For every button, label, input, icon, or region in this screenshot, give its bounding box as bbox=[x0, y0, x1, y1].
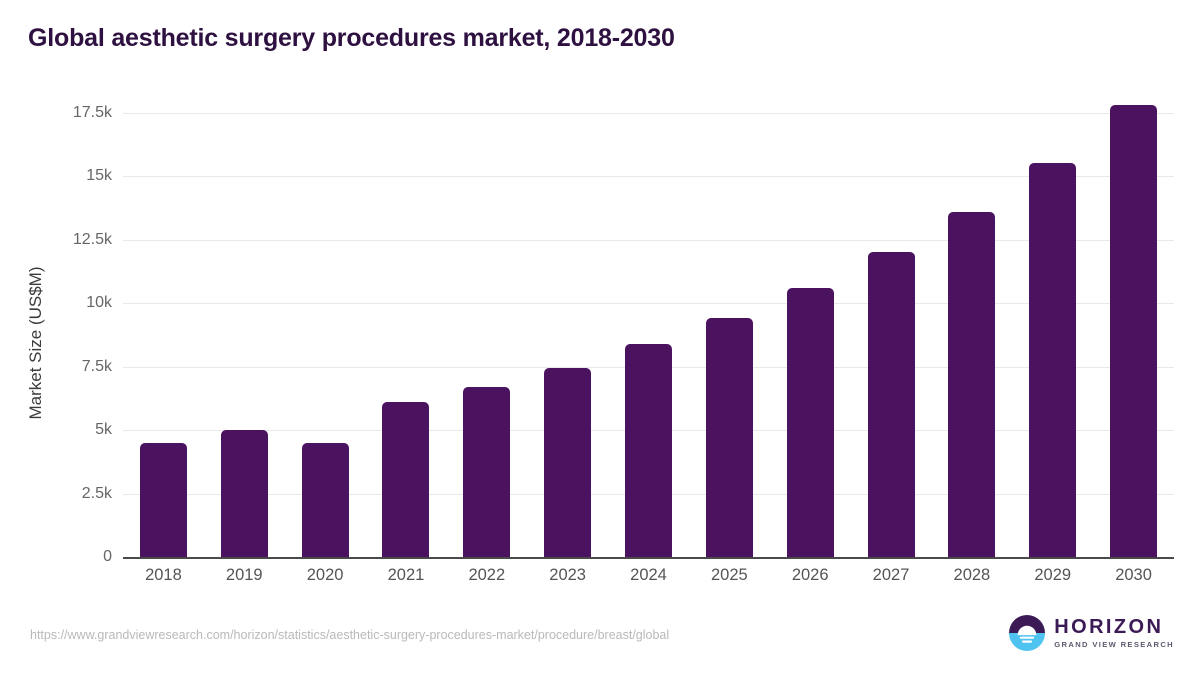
y-axis-title: Market Size (US$M) bbox=[26, 266, 45, 420]
x-tick-label: 2028 bbox=[953, 566, 991, 584]
y-tick-label: 0 bbox=[103, 548, 112, 565]
plot-area bbox=[123, 100, 1174, 557]
bar[interactable] bbox=[463, 386, 511, 557]
bar[interactable] bbox=[1029, 163, 1077, 557]
x-tick-label: 2025 bbox=[710, 566, 748, 584]
bar[interactable] bbox=[705, 318, 753, 557]
y-tick-label: 12.5k bbox=[72, 230, 112, 248]
source-url[interactable]: https://www.grandviewresearch.com/horizo… bbox=[30, 628, 670, 642]
bar[interactable] bbox=[786, 287, 834, 557]
logo-text: HORIZON GRAND VIEW RESEARCH bbox=[1054, 617, 1174, 649]
x-tick-label: 2023 bbox=[549, 566, 586, 584]
x-tick-label: 2019 bbox=[225, 566, 263, 584]
horizon-logo[interactable]: HORIZON GRAND VIEW RESEARCH bbox=[1009, 615, 1174, 651]
gridline bbox=[123, 176, 1174, 178]
x-axis-line bbox=[123, 557, 1174, 559]
x-tick-label: 2018 bbox=[145, 566, 182, 584]
x-tick-label: 2027 bbox=[872, 566, 910, 584]
bar[interactable] bbox=[867, 252, 915, 557]
bar[interactable] bbox=[625, 343, 672, 557]
x-tick-label: 2024 bbox=[630, 566, 667, 584]
bar[interactable] bbox=[382, 402, 430, 557]
bar[interactable] bbox=[1110, 105, 1158, 557]
gridline bbox=[123, 112, 1174, 114]
x-tick-label: 2021 bbox=[387, 566, 425, 584]
x-tick-label: 2020 bbox=[306, 566, 344, 584]
y-tick-label: 5k bbox=[95, 421, 112, 439]
y-tick-label: 7.5k bbox=[81, 357, 112, 375]
bar[interactable] bbox=[301, 442, 349, 557]
bar[interactable] bbox=[220, 430, 268, 557]
x-tick-label: 2022 bbox=[468, 566, 506, 584]
y-tick-label: 10k bbox=[86, 294, 112, 312]
x-tick-label: 2030 bbox=[1115, 566, 1152, 584]
gridline bbox=[123, 303, 1174, 305]
x-tick-label: 2029 bbox=[1034, 566, 1072, 584]
bar[interactable] bbox=[139, 442, 187, 557]
bar[interactable] bbox=[544, 367, 592, 557]
y-tick-label: 17.5k bbox=[72, 103, 112, 121]
logo-wordmark: HORIZON bbox=[1054, 616, 1164, 639]
x-tick-label: 2026 bbox=[791, 566, 829, 584]
y-tick-label: 2.5k bbox=[81, 484, 112, 502]
y-tick-label: 15k bbox=[86, 167, 112, 185]
horizon-logo-icon bbox=[1009, 615, 1046, 651]
bar[interactable] bbox=[948, 211, 996, 557]
gridline bbox=[123, 239, 1174, 241]
logo-tagline: GRAND VIEW RESEARCH bbox=[1054, 640, 1174, 650]
page-title: Global aesthetic surgery procedures mark… bbox=[28, 24, 675, 52]
